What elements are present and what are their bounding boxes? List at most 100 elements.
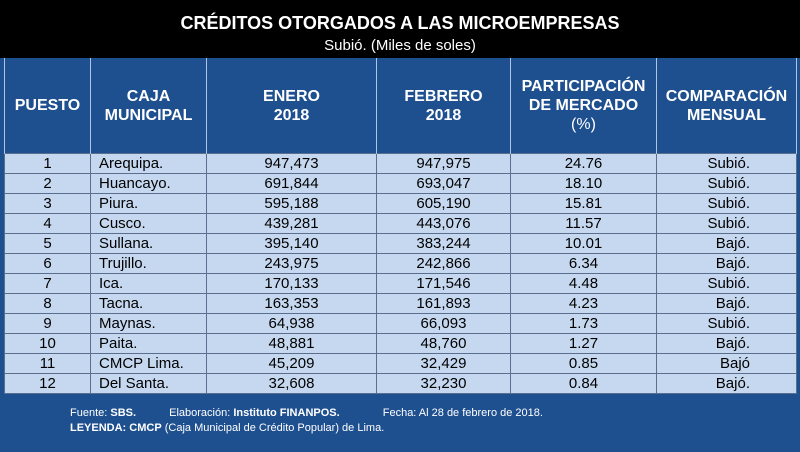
share-value-cell: 10.01 <box>510 233 657 254</box>
table-row: 1 Arequipa. 947,473 947,975 24.76 Subió. <box>4 153 797 174</box>
col-header-febrero: FEBRERO 2018 <box>376 58 511 154</box>
table-row: 7 Ica. 170,133 171,546 4.48 Subió. <box>4 273 797 294</box>
caja-name-cell: Arequipa. <box>90 153 207 174</box>
enero-value-cell: 64,938 <box>206 313 377 334</box>
table-row: 8 Tacna. 163,353 161,893 4.23 Bajó. <box>4 293 797 314</box>
enero-value-cell: 45,209 <box>206 353 377 374</box>
share-value-cell: 15.81 <box>510 193 657 214</box>
footer-notes: Fuente: SBS. Elaboración: Instituto FINA… <box>70 406 543 436</box>
febrero-value-cell: 32,230 <box>376 373 511 394</box>
share-value-cell: 6.34 <box>510 253 657 274</box>
table-row: 12 Del Santa. 32,608 32,230 0.84 Bajó. <box>4 373 797 394</box>
caja-name-cell: Piura. <box>90 193 207 214</box>
enero-value-cell: 163,353 <box>206 293 377 314</box>
legend-text: (Caja Municipal de Crédito Popular) de L… <box>164 422 385 434</box>
table-header-row: PUESTO CAJA MUNICIPAL ENERO 2018 FEBRERO 20… <box>4 58 797 154</box>
footer-legend-line: LEYENDA: CMCP (Caja Municipal de Crédito… <box>70 421 543 436</box>
comparison-cell: Bajó. <box>656 233 797 254</box>
legend-label: LEYENDA: <box>70 422 127 434</box>
rank-cell: 1 <box>4 153 91 174</box>
legend-term: CMCP <box>129 422 162 434</box>
table-row: 9 Maynas. 64,938 66,093 1.73 Subió. <box>4 313 797 334</box>
comparison-cell: Bajó <box>656 353 797 374</box>
caja-name-cell: Trujillo. <box>90 253 207 274</box>
febrero-value-cell: 171,546 <box>376 273 511 294</box>
comparison-cell: Subió. <box>656 153 797 174</box>
enero-value-cell: 170,133 <box>206 273 377 294</box>
comparison-cell: Subió. <box>656 313 797 334</box>
enero-value-cell: 395,140 <box>206 233 377 254</box>
comparison-cell: Subió. <box>656 193 797 214</box>
date-text: Fecha: Al 28 de febrero de 2018. <box>382 407 543 419</box>
table-row: 10 Paita. 48,881 48,760 1.27 Bajó. <box>4 333 797 354</box>
share-value-cell: 1.73 <box>510 313 657 334</box>
table-row: 3 Piura. 595,188 605,190 15.81 Subió. <box>4 193 797 214</box>
comparison-cell: Bajó. <box>656 373 797 394</box>
col-header-comparacion: COMPARACIÓN MENSUAL <box>656 58 797 154</box>
table-row: 6 Trujillo. 243,975 242,866 6.34 Bajó. <box>4 253 797 274</box>
rank-cell: 7 <box>4 273 91 294</box>
page-title: CRÉDITOS OTORGADOS A LAS MICROEMPRESAS <box>180 13 620 33</box>
enero-value-cell: 439,281 <box>206 213 377 234</box>
share-value-cell: 24.76 <box>510 153 657 174</box>
page-subtitle: Subió. (Miles de soles) <box>324 37 476 54</box>
febrero-value-cell: 161,893 <box>376 293 511 314</box>
col-header-caja: CAJA MUNICIPAL <box>90 58 207 154</box>
rank-cell: 3 <box>4 193 91 214</box>
febrero-value-cell: 693,047 <box>376 173 511 194</box>
enero-value-cell: 947,473 <box>206 153 377 174</box>
col-header-participacion: PARTICIPACIÓN DE MERCADO (%) <box>510 58 657 154</box>
title-band: CRÉDITOS OTORGADOS A LAS MICROEMPRESAS S… <box>0 0 800 58</box>
caja-name-cell: Cusco. <box>90 213 207 234</box>
rank-cell: 8 <box>4 293 91 314</box>
caja-name-cell: Sullana. <box>90 233 207 254</box>
footer-source-line: Fuente: SBS. Elaboración: Instituto FINA… <box>70 406 543 421</box>
table-row: 5 Sullana. 395,140 383,244 10.01 Bajó. <box>4 233 797 254</box>
enero-value-cell: 48,881 <box>206 333 377 354</box>
comparison-cell: Bajó. <box>656 253 797 274</box>
febrero-value-cell: 48,760 <box>376 333 511 354</box>
febrero-value-cell: 947,975 <box>376 153 511 174</box>
rank-cell: 11 <box>4 353 91 374</box>
rank-cell: 10 <box>4 333 91 354</box>
table-row: 11 CMCP Lima. 45,209 32,429 0.85 Bajó <box>4 353 797 374</box>
caja-name-cell: Ica. <box>90 273 207 294</box>
febrero-value-cell: 605,190 <box>376 193 511 214</box>
caja-name-cell: Tacna. <box>90 293 207 314</box>
rank-cell: 2 <box>4 173 91 194</box>
table-body: 1 Arequipa. 947,473 947,975 24.76 Subió. 2 Huan… <box>4 153 797 394</box>
febrero-value-cell: 443,076 <box>376 213 511 234</box>
rank-cell: 5 <box>4 233 91 254</box>
febrero-value-cell: 242,866 <box>376 253 511 274</box>
share-value-cell: 4.23 <box>510 293 657 314</box>
febrero-value-cell: 32,429 <box>376 353 511 374</box>
table-row: 2 Huancayo. 691,844 693,047 18.10 Subió. <box>4 173 797 194</box>
rank-cell: 12 <box>4 373 91 394</box>
febrero-value-cell: 383,244 <box>376 233 511 254</box>
enero-value-cell: 595,188 <box>206 193 377 214</box>
caja-name-cell: Maynas. <box>90 313 207 334</box>
elaboration-value: Instituto FINANPOS. <box>233 407 340 419</box>
rank-cell: 6 <box>4 253 91 274</box>
rank-cell: 9 <box>4 313 91 334</box>
caja-name-cell: CMCP Lima. <box>90 353 207 374</box>
caja-name-cell: Huancayo. <box>90 173 207 194</box>
credits-table: PUESTO CAJA MUNICIPAL ENERO 2018 FEBRERO 20… <box>4 58 797 394</box>
febrero-value-cell: 66,093 <box>376 313 511 334</box>
share-value-cell: 4.48 <box>510 273 657 294</box>
col-header-rank: PUESTO <box>4 58 91 154</box>
share-value-cell: 18.10 <box>510 173 657 194</box>
comparison-cell: Subió. <box>656 273 797 294</box>
comparison-cell: Subió. <box>656 173 797 194</box>
share-value-cell: 0.85 <box>510 353 657 374</box>
enero-value-cell: 243,975 <box>206 253 377 274</box>
elaboration-label: Elaboración: <box>169 407 231 419</box>
comparison-cell: Subió. <box>656 213 797 234</box>
caja-name-cell: Del Santa. <box>90 373 207 394</box>
col-header-enero: ENERO 2018 <box>206 58 377 154</box>
share-value-cell: 11.57 <box>510 213 657 234</box>
comparison-cell: Bajó. <box>656 293 797 314</box>
source-value: SBS. <box>110 407 137 419</box>
table-row: 4 Cusco. 439,281 443,076 11.57 Subió. <box>4 213 797 234</box>
